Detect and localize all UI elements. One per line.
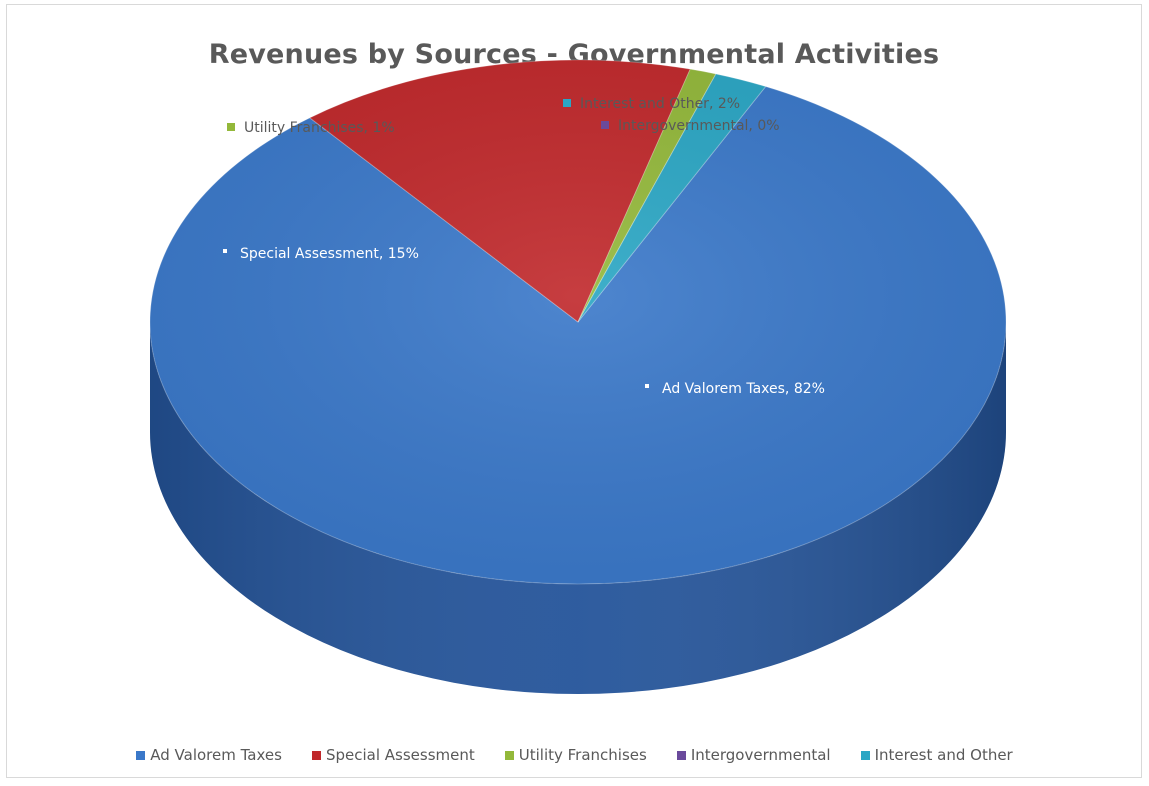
data-label-text-ad-valorem-taxes: Ad Valorem Taxes, 82%: [662, 381, 825, 397]
legend-swatch-utility-franchises: [504, 750, 514, 760]
data-label-marker-intergovernmental: [601, 121, 609, 129]
legend-item-ad-valorem-taxes: Ad Valorem Taxes: [136, 744, 282, 766]
legend-label-ad-valorem-taxes: Ad Valorem Taxes: [150, 746, 282, 764]
pie-side-layer: [150, 322, 1006, 694]
legend-item-utility-franchises: Utility Franchises: [504, 744, 647, 766]
data-label-marker-utility-franchises: [227, 123, 235, 131]
legend-label-special-assessment: Special Assessment: [325, 746, 475, 764]
legend-swatch-intergovernmental: [676, 750, 686, 760]
pie-side-shade-ad-valorem-taxes: [150, 322, 1006, 694]
pie-label-layer: Ad Valorem Taxes, 82% Special Assessment,…: [223, 96, 825, 397]
data-label-text-utility-franchises: Utility Franchises, 1%: [244, 120, 395, 136]
legend-label-interest-and-other: Interest and Other: [874, 746, 1013, 764]
legend-label-utility-franchises: Utility Franchises: [518, 746, 647, 764]
legend-item-interest-and-other: Interest and Other: [860, 744, 1013, 766]
data-label-marker-ad-valorem-taxes: [645, 384, 649, 388]
legend-item-special-assessment: Special Assessment: [311, 744, 475, 766]
data-label-utility-franchises: Utility Franchises, 1%: [227, 120, 395, 136]
data-label-intergovernmental: Intergovernmental, 0%: [601, 118, 780, 134]
data-label-marker-interest-and-other: [563, 99, 571, 107]
data-label-interest-and-other: Interest and Other, 2%: [563, 96, 740, 112]
data-label-text-special-assessment: Special Assessment, 15%: [240, 246, 419, 262]
pie-top-layer: [149, 59, 1007, 585]
legend-label-intergovernmental: Intergovernmental: [690, 746, 831, 764]
data-label-ad-valorem-taxes: Ad Valorem Taxes, 82%: [645, 381, 825, 397]
data-label-special-assessment: Special Assessment, 15%: [223, 246, 419, 262]
data-label-text-intergovernmental: Intergovernmental, 0%: [618, 118, 780, 134]
legend-swatch-interest-and-other: [860, 750, 870, 760]
data-label-marker-special-assessment: [223, 249, 227, 253]
data-label-text-interest-and-other: Interest and Other, 2%: [580, 96, 740, 112]
legend: Ad Valorem Taxes Special Assessment Utilit…: [0, 744, 1149, 766]
legend-swatch-special-assessment: [311, 750, 321, 760]
legend-item-intergovernmental: Intergovernmental: [676, 744, 831, 766]
legend-swatch-ad-valorem-taxes: [136, 750, 146, 760]
